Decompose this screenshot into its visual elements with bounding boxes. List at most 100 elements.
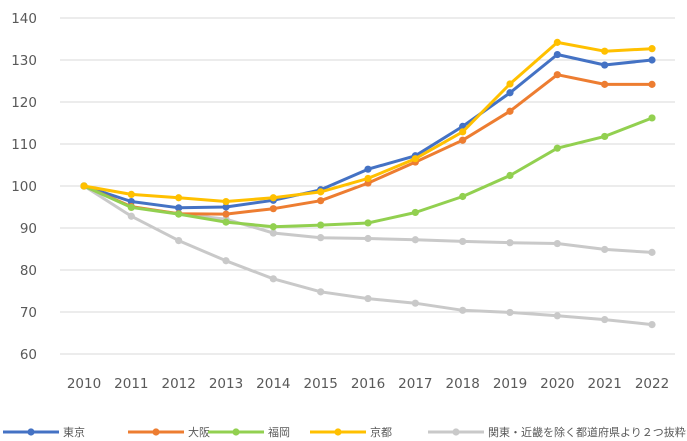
- data-point: [222, 257, 230, 265]
- data-point: [553, 38, 561, 46]
- data-point: [648, 248, 656, 256]
- data-point: [269, 229, 277, 237]
- data-point: [222, 210, 230, 218]
- series-5: [80, 182, 656, 256]
- data-point: [553, 312, 561, 320]
- data-point: [648, 114, 656, 122]
- data-point: [553, 239, 561, 248]
- data-point: [127, 203, 135, 212]
- legend-label: 福岡: [268, 425, 290, 439]
- data-point: [364, 234, 372, 243]
- data-point: [222, 203, 230, 211]
- x-tick-label: 2017: [398, 376, 432, 392]
- series-0: [80, 50, 656, 212]
- data-point: [127, 190, 135, 198]
- data-point: [175, 194, 183, 202]
- data-point: [553, 144, 561, 152]
- x-tick-label: 2019: [493, 376, 527, 392]
- data-point: [459, 192, 467, 201]
- legend-label: 関東・近畿を除く都道府県より２つ抜粋: [488, 425, 686, 439]
- data-point: [411, 208, 419, 217]
- data-point: [601, 245, 609, 254]
- legend-item: 福岡: [208, 425, 290, 439]
- legend: 東京 大阪 福岡 京都 関東・近畿を除く都道府県より２つ抜粋: [3, 425, 686, 439]
- data-point: [317, 188, 325, 196]
- data-point: [411, 299, 419, 307]
- data-point: [506, 308, 514, 317]
- data-point: [601, 47, 609, 55]
- data-point: [175, 210, 183, 218]
- x-tick-label: 2016: [351, 376, 385, 392]
- data-point: [80, 182, 88, 190]
- legend-label: 大阪: [188, 425, 210, 439]
- data-point: [175, 204, 183, 212]
- x-tick-label: 2022: [635, 376, 669, 392]
- data-point: [648, 45, 656, 53]
- data-point: [269, 205, 277, 213]
- data-point: [506, 107, 514, 115]
- y-tick-label: 120: [11, 95, 37, 111]
- legend-swatch-marker: [452, 428, 460, 436]
- series-4: [80, 182, 656, 329]
- data-point: [175, 237, 183, 245]
- data-point: [459, 306, 467, 314]
- y-tick-label: 100: [11, 179, 37, 195]
- y-tick-label: 140: [11, 11, 37, 27]
- data-point: [364, 219, 372, 227]
- legend-label: 京都: [370, 425, 392, 439]
- y-axis-tick-labels: 60 70 80 90 100 110 120 130 140: [11, 11, 37, 363]
- x-axis-tick-labels: 2010 2011 2012 2013 2014 2015 2016 2017 2018 2019…: [67, 376, 669, 392]
- data-point: [601, 80, 609, 88]
- data-point: [459, 128, 467, 136]
- legend-swatch-marker: [232, 428, 240, 436]
- data-point: [317, 234, 325, 242]
- data-point: [601, 132, 609, 141]
- y-tick-label: 90: [20, 221, 37, 237]
- data-point: [506, 80, 514, 88]
- legend-label: 東京: [63, 425, 85, 439]
- data-point: [506, 239, 514, 247]
- data-point: [127, 197, 135, 206]
- series-lines: [80, 38, 656, 329]
- data-point: [317, 221, 325, 229]
- y-tick-label: 130: [11, 53, 37, 69]
- data-point: [601, 61, 609, 69]
- legend-swatch-marker: [152, 428, 160, 436]
- data-point: [553, 71, 561, 79]
- legend-item: 京都: [310, 425, 392, 439]
- data-point: [364, 294, 372, 303]
- data-point: [648, 80, 656, 88]
- legend-swatch-marker: [27, 428, 35, 436]
- data-point: [317, 288, 325, 296]
- x-tick-label: 2011: [114, 376, 148, 392]
- data-point: [553, 50, 561, 59]
- y-tick-label: 80: [20, 263, 37, 279]
- data-point: [222, 218, 230, 226]
- series-2: [80, 114, 656, 231]
- x-tick-label: 2014: [256, 376, 290, 392]
- data-point: [269, 275, 277, 283]
- data-point: [459, 136, 467, 144]
- series-3: [80, 38, 656, 206]
- legend-item: 東京: [3, 425, 85, 439]
- data-point: [269, 194, 277, 202]
- data-point: [269, 223, 277, 231]
- legend-item: 大阪: [128, 425, 210, 439]
- x-tick-label: 2020: [540, 376, 574, 392]
- data-point: [411, 155, 419, 163]
- data-point: [364, 174, 372, 183]
- x-tick-label: 2021: [587, 376, 621, 392]
- x-tick-label: 2018: [445, 376, 479, 392]
- data-point: [127, 212, 135, 220]
- legend-item: 関東・近畿を除く都道府県より２つ抜粋: [428, 425, 686, 439]
- data-point: [506, 171, 514, 180]
- x-tick-label: 2010: [67, 376, 101, 392]
- data-point: [459, 237, 467, 246]
- data-point: [411, 236, 419, 244]
- y-tick-label: 70: [20, 305, 37, 321]
- data-point: [506, 89, 514, 97]
- x-tick-label: 2015: [303, 376, 337, 392]
- data-point: [648, 56, 656, 64]
